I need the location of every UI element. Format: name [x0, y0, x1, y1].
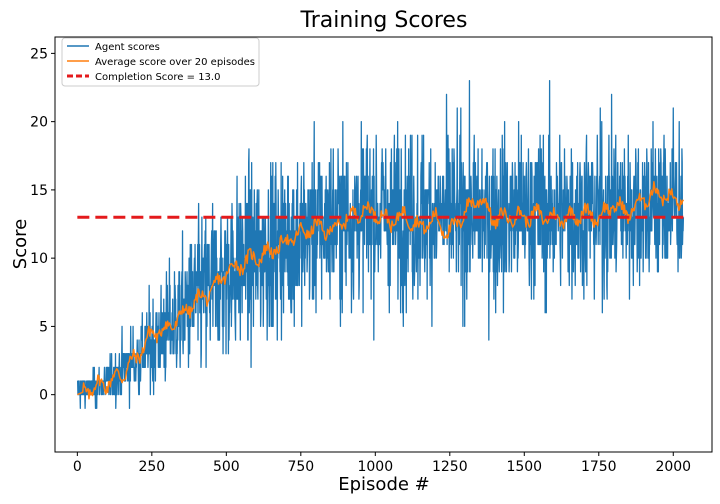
- x-tick-label: 750: [287, 459, 314, 475]
- y-tick-label: 0: [39, 388, 48, 404]
- legend-label-completion: Completion Score = 13.0: [95, 72, 220, 83]
- y-tick-label: 5: [39, 319, 48, 335]
- y-axis: 0 5 10 15 20 25: [30, 46, 55, 404]
- x-tick-label: 0: [73, 459, 82, 475]
- y-tick-label: 10: [30, 251, 48, 267]
- chart-title: Training Scores: [300, 8, 468, 33]
- x-axis-title: Episode #: [338, 474, 430, 495]
- legend-label-average: Average score over 20 episodes: [95, 57, 255, 68]
- series-average-score: [77, 181, 685, 400]
- x-tick-label: 500: [213, 459, 240, 475]
- legend-label-agent: Agent scores: [95, 42, 160, 53]
- x-tick-label: 1000: [357, 459, 393, 475]
- x-tick-label: 2000: [655, 459, 691, 475]
- x-tick-label: 1500: [506, 459, 542, 475]
- x-tick-label: 250: [138, 459, 165, 475]
- y-tick-label: 20: [30, 115, 48, 131]
- legend-frame: [61, 37, 260, 87]
- y-axis-title: Score: [10, 219, 31, 269]
- series-agent-scores: [76, 80, 685, 409]
- y-tick-label: 15: [30, 183, 48, 199]
- plot-area: 0 250 500 750 1000 1250 1500 1750 2000 0 5 10 15 20 2…: [30, 36, 713, 475]
- x-tick-label: 1250: [432, 459, 468, 475]
- y-tick-label: 25: [30, 46, 48, 62]
- legend: Agent scores Average score over 20 episo…: [61, 37, 260, 87]
- series-layer: [76, 80, 685, 409]
- x-axis: 0 250 500 750 1000 1250 1500 1750 2000: [73, 452, 691, 475]
- x-tick-label: 1750: [581, 459, 617, 475]
- plot-frame: [54, 36, 713, 453]
